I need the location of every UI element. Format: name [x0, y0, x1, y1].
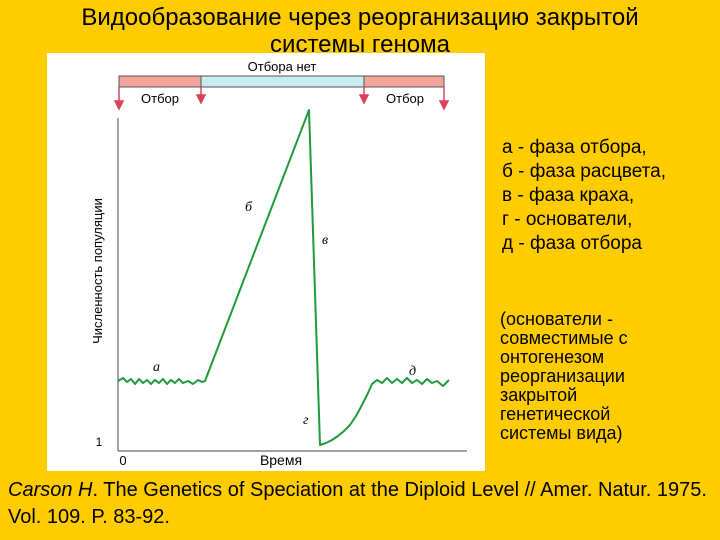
selection-bar-right	[363, 75, 445, 88]
phase-label-d: д	[409, 364, 416, 379]
note-line: генетической	[500, 404, 611, 424]
slide-title: Видообразование через реорганизацию закр…	[0, 4, 720, 58]
population-curve	[117, 109, 450, 446]
diagram-panel: Отбора нет Отбор Отбор 1 0 Время Численн…	[47, 53, 485, 471]
selection-label-left: Отбор	[141, 91, 179, 106]
arrow-down-icon	[113, 87, 125, 111]
phase-label-b: б	[245, 200, 253, 215]
selection-bar-left	[118, 75, 202, 88]
phase-label-g: г	[303, 413, 309, 428]
phase-legend: а - фаза отбора, б - фаза расцвета, в - …	[502, 136, 666, 256]
selection-label-right: Отбор	[386, 91, 424, 106]
note-line: реорганизации	[500, 366, 625, 386]
phase-label-a: а	[153, 360, 160, 375]
x-origin-label: 0	[119, 453, 126, 468]
legend-item: б - фаза расцвета,	[502, 161, 666, 182]
legend-item: д - фаза отбора	[502, 233, 642, 254]
arrow-down-icon	[358, 87, 370, 105]
legend-item: в - фаза краха,	[502, 185, 635, 206]
note-line: (основатели -	[500, 309, 613, 329]
note-line: онтогенезом	[500, 347, 605, 367]
founders-note: (основатели - совместимые с онтогенезом …	[500, 310, 628, 443]
x-axis-label: Время	[260, 452, 302, 468]
legend-item: г - основатели,	[502, 209, 633, 230]
citation-author: Carson H	[8, 479, 93, 501]
phase-label-v: в	[322, 233, 328, 248]
legend-item: а - фаза отбора,	[502, 137, 647, 158]
citation-text: . The Genetics of Speciation at the Dipl…	[8, 479, 707, 528]
note-line: закрытой	[500, 385, 578, 405]
y-axis-label: Численность популяции	[90, 198, 105, 344]
citation: Carson H. The Genetics of Speciation at …	[8, 477, 718, 531]
arrow-down-icon	[195, 87, 207, 105]
no-selection-bar	[200, 75, 365, 88]
title-line-1: Видообразование через реорганизацию закр…	[81, 4, 639, 31]
note-line: совместимые с	[500, 328, 628, 348]
population-diagram: Отбора нет Отбор Отбор 1 0 Время Численн…	[90, 59, 467, 468]
arrow-down-icon	[438, 87, 450, 111]
note-line: системы вида)	[500, 423, 623, 443]
no-selection-label: Отбора нет	[248, 59, 317, 74]
y-tick-label: 1	[96, 435, 103, 449]
